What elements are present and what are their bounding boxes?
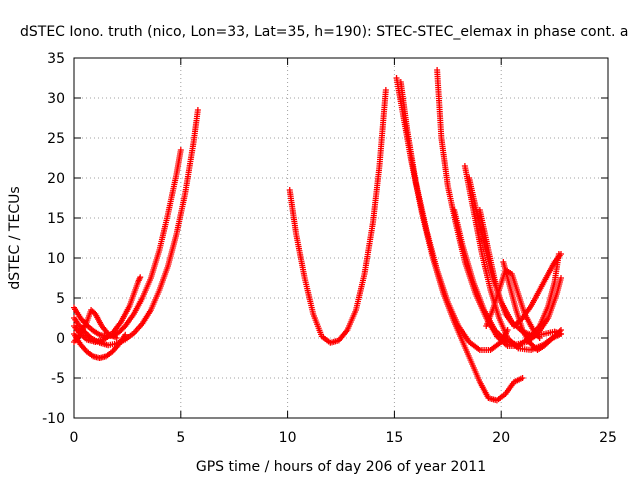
chart-title: dSTEC Iono. truth (nico, Lon=33, Lat=35,… bbox=[20, 24, 628, 40]
y-tick-label: 10 bbox=[47, 251, 65, 267]
y-tick-label: -10 bbox=[42, 411, 65, 427]
axis-ticks: 0 5 10 15 20 25 -10 -5 0 5 10 15 20 25 30 35 bbox=[42, 51, 617, 446]
series-arc15 bbox=[483, 267, 543, 341]
series-arc1 bbox=[71, 147, 184, 340]
y-tick-label: 0 bbox=[56, 331, 65, 347]
series-arc6 bbox=[286, 87, 389, 346]
data-point bbox=[177, 147, 184, 153]
y-tick-label: 30 bbox=[47, 91, 65, 107]
data-point bbox=[558, 251, 565, 257]
data-point bbox=[122, 331, 129, 338]
data-point bbox=[558, 331, 565, 337]
series-arc3 bbox=[71, 331, 129, 361]
plot-frame bbox=[73, 57, 609, 419]
y-tick-label: 20 bbox=[47, 171, 65, 187]
series-arc10 bbox=[451, 207, 565, 348]
data-point bbox=[194, 107, 201, 113]
y-axis-label: dSTEC / TECUs bbox=[7, 186, 23, 289]
series-arc5 bbox=[71, 307, 120, 345]
y-tick-label: -5 bbox=[51, 371, 65, 387]
y-tick-label: 5 bbox=[56, 291, 65, 307]
data-point bbox=[137, 274, 144, 281]
x-tick-label: 20 bbox=[492, 430, 510, 446]
y-tick-label: 25 bbox=[47, 131, 65, 147]
x-tick-label: 10 bbox=[279, 430, 297, 446]
data-point bbox=[113, 335, 120, 341]
x-axis-label: GPS time / hours of day 206 of year 2011 bbox=[196, 459, 486, 475]
x-tick-label: 0 bbox=[70, 430, 79, 446]
y-tick-label: 15 bbox=[47, 211, 65, 227]
data-point bbox=[382, 87, 389, 93]
data-point bbox=[536, 335, 543, 341]
y-tick-label: 35 bbox=[47, 51, 65, 67]
series-arc9 bbox=[434, 67, 562, 349]
x-tick-label: 15 bbox=[385, 430, 403, 446]
grid-lines bbox=[74, 58, 608, 418]
data-series bbox=[71, 67, 565, 404]
plot-border bbox=[73, 57, 609, 419]
series-arc4 bbox=[71, 274, 144, 345]
x-tick-label: 5 bbox=[176, 430, 185, 446]
x-tick-label: 25 bbox=[599, 430, 617, 446]
data-point bbox=[558, 275, 565, 281]
data-point bbox=[519, 375, 526, 381]
